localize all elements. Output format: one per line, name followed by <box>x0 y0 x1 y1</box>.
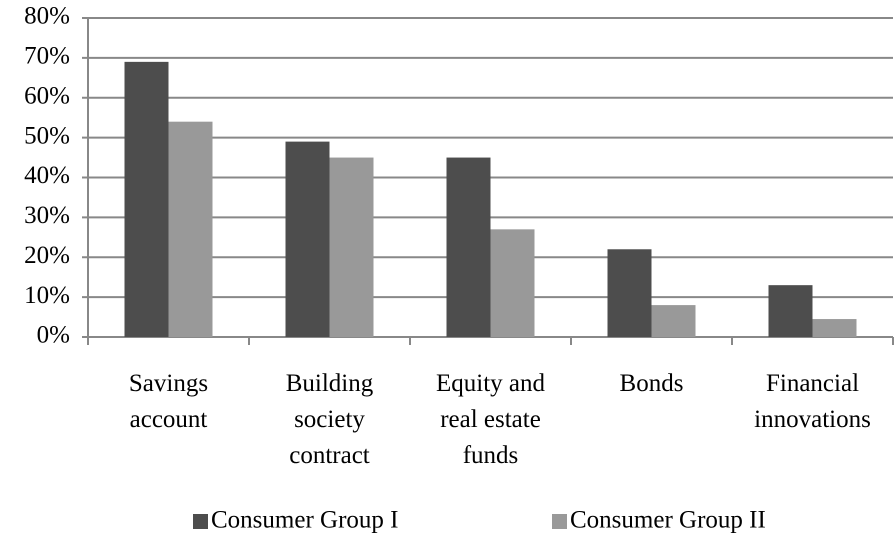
y-tick-label: 70% <box>24 43 70 70</box>
legend-swatch <box>193 514 208 529</box>
y-tick-label: 50% <box>24 122 70 149</box>
bar <box>285 141 330 337</box>
y-tick-label: 60% <box>24 82 70 109</box>
bar <box>768 285 813 337</box>
bar <box>446 157 491 337</box>
x-tick-label: Savings account <box>128 370 209 433</box>
legend-label: Consumer Group II <box>570 507 766 534</box>
bar <box>168 121 213 337</box>
bar <box>651 305 696 337</box>
bar <box>124 61 169 338</box>
y-tick-label: 20% <box>24 242 70 269</box>
x-tick-label: Bonds <box>619 370 684 397</box>
x-tick-label: Building society contract <box>285 370 374 469</box>
legend-swatch <box>552 514 567 529</box>
bar <box>490 229 535 337</box>
y-tick-label: 30% <box>24 202 70 229</box>
y-tick-label: 40% <box>24 162 70 189</box>
y-tick-label: 0% <box>37 322 70 349</box>
bar <box>607 249 652 337</box>
bar <box>812 319 857 337</box>
x-tick-label: Equity and real estate funds <box>435 370 545 469</box>
legend-label: Consumer Group I <box>211 507 398 534</box>
bar <box>329 157 374 337</box>
y-tick-label: 80% <box>24 3 70 30</box>
y-tick-label: 10% <box>24 282 70 309</box>
x-tick-label: Financial innovations <box>754 370 871 433</box>
